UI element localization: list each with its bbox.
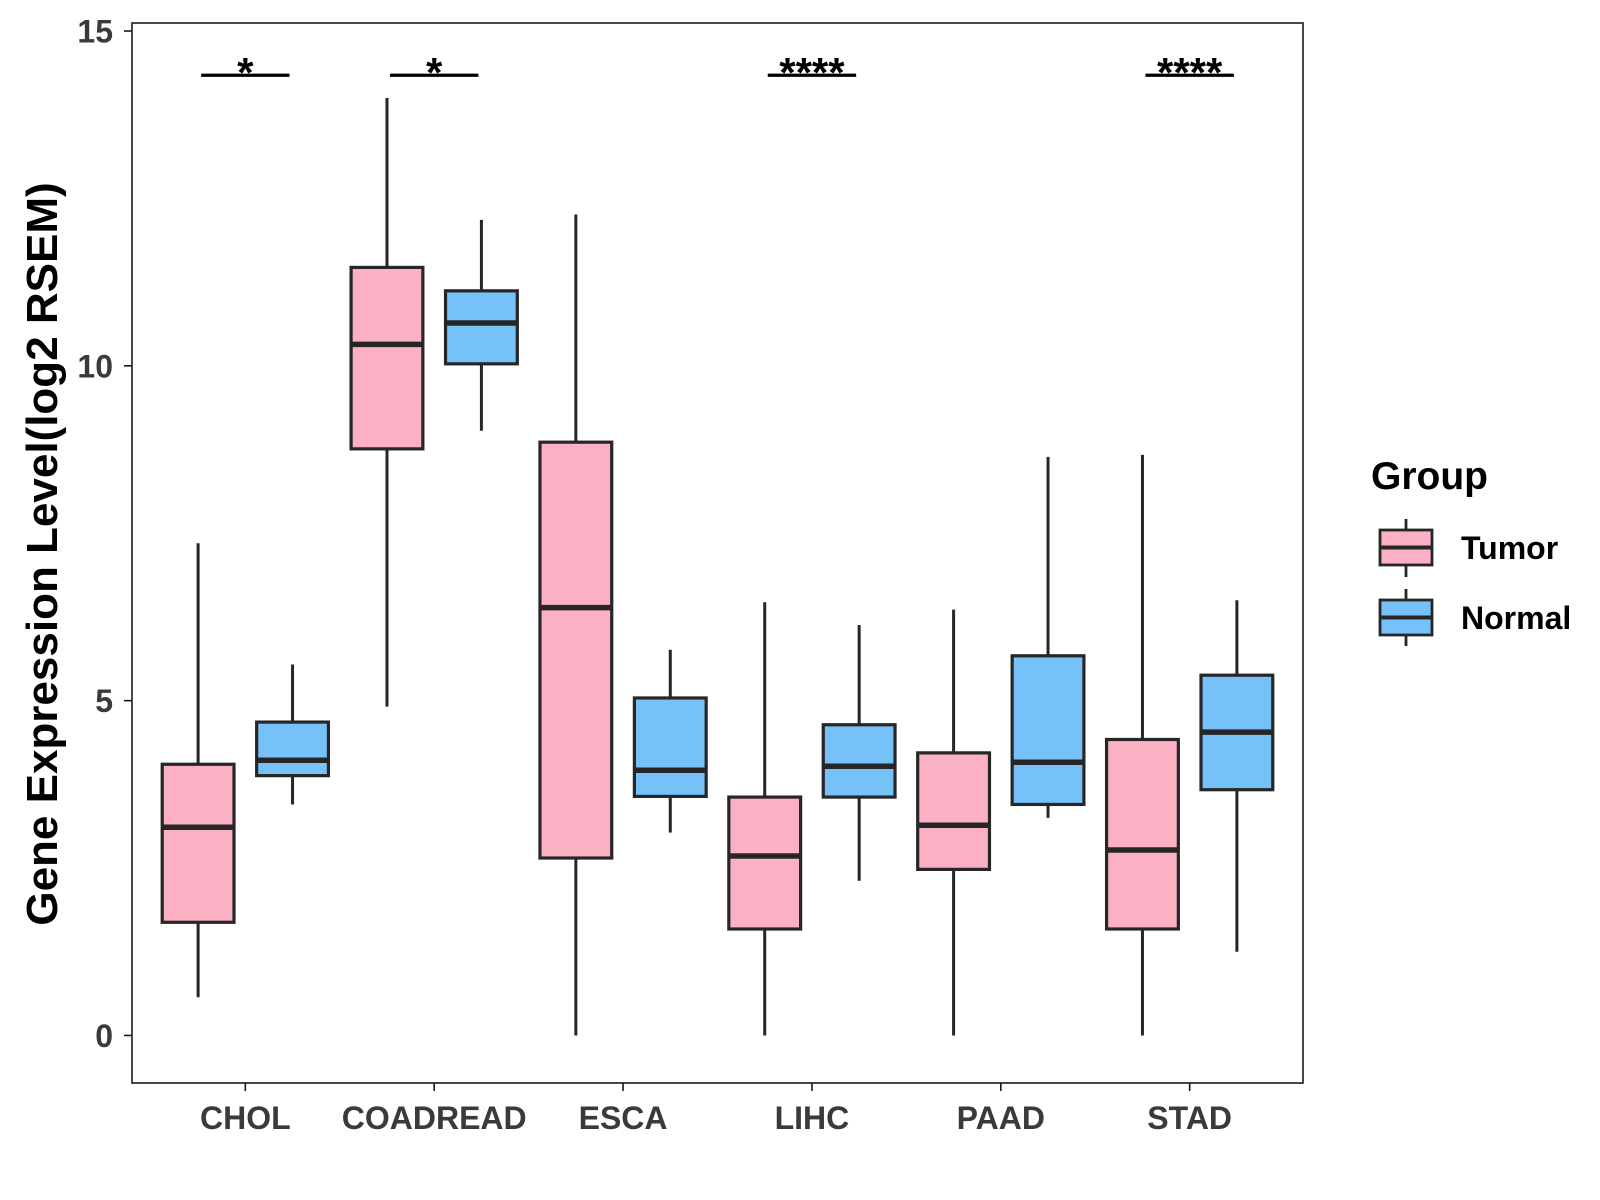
box-chol-normal bbox=[255, 720, 331, 778]
x-tick-label-esca: ESCA bbox=[579, 1100, 668, 1136]
box-group-esca-normal bbox=[632, 649, 708, 833]
box-group-chol-tumor bbox=[160, 543, 236, 998]
legend-label-tumor: Tumor bbox=[1461, 530, 1558, 566]
box-paad-normal bbox=[1010, 654, 1086, 807]
x-tick-label-lihc: LIHC bbox=[775, 1100, 850, 1136]
x-tick-label-coadread: COADREAD bbox=[342, 1100, 527, 1136]
legend: Group Tumor Normal bbox=[1371, 455, 1571, 646]
box-group-coadread-tumor bbox=[349, 97, 425, 707]
box-lihc-tumor bbox=[727, 795, 803, 931]
y-tick-label-0: 0 bbox=[95, 1018, 113, 1054]
legend-item-tumor: Tumor bbox=[1378, 519, 1558, 577]
box-group-paad-tumor bbox=[916, 609, 992, 1036]
y-tick-label-5: 5 bbox=[95, 683, 113, 719]
x-tick-label-chol: CHOL bbox=[200, 1100, 291, 1136]
x-tick-label-paad: PAAD bbox=[957, 1100, 1045, 1136]
box-group-stad-normal bbox=[1199, 600, 1275, 952]
box-chol-tumor bbox=[160, 762, 236, 924]
box-group-stad-tumor bbox=[1104, 454, 1180, 1036]
box-group-chol-normal bbox=[255, 664, 331, 805]
box-group-lihc-tumor bbox=[727, 602, 803, 1036]
significance-label-coadread: * bbox=[426, 49, 443, 96]
significance-annotations: * * **** **** bbox=[201, 49, 1234, 96]
box-group-esca-tumor bbox=[538, 214, 614, 1036]
box-group-coadread-normal bbox=[443, 219, 519, 431]
y-tick-label-15: 15 bbox=[77, 14, 113, 50]
panel-border bbox=[131, 22, 1304, 1084]
significance-label-lihc: **** bbox=[779, 49, 845, 96]
box-coadread-normal bbox=[443, 289, 519, 366]
significance-label-stad: **** bbox=[1157, 49, 1223, 96]
box-paad-tumor bbox=[916, 751, 992, 871]
box-stad-tumor bbox=[1104, 737, 1180, 931]
plot-marks bbox=[160, 97, 1275, 1036]
box-coadread-tumor bbox=[349, 265, 425, 451]
legend-item-normal: Normal bbox=[1378, 589, 1571, 646]
legend-label-normal: Normal bbox=[1461, 600, 1571, 636]
x-tick-label-stad: STAD bbox=[1147, 1100, 1232, 1136]
legend-title: Group bbox=[1371, 455, 1488, 498]
y-axis: 0 5 10 15 bbox=[77, 14, 132, 1054]
box-esca-normal bbox=[632, 696, 708, 799]
box-group-paad-normal bbox=[1010, 456, 1086, 818]
box-group-lihc-normal bbox=[821, 624, 897, 881]
y-axis-title: Gene Expression Level(log2 RSEM) bbox=[18, 182, 67, 925]
significance-label-chol: * bbox=[237, 49, 254, 96]
box-lihc-normal bbox=[821, 723, 897, 799]
x-axis: CHOL COADREAD ESCA LIHC PAAD STAD bbox=[200, 1083, 1232, 1136]
y-tick-label-10: 10 bbox=[77, 348, 113, 384]
box-esca-tumor bbox=[538, 440, 614, 860]
